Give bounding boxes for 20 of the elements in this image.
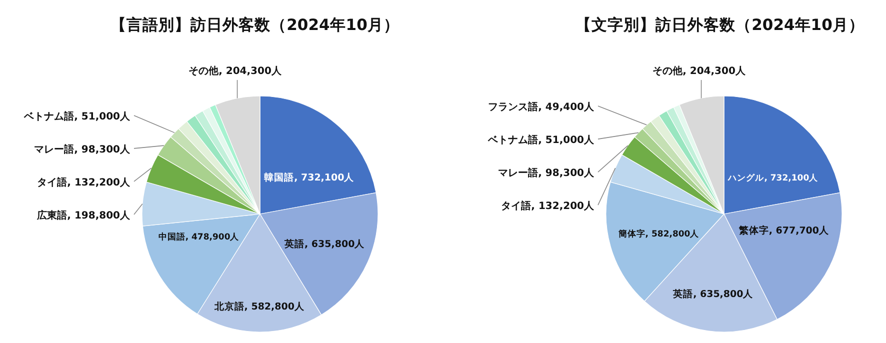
slice-label: ベトナム語, 51,000人 bbox=[23, 110, 131, 122]
slice-label: 簡体字, 582,800人 bbox=[617, 228, 700, 240]
slice-label: マレー語, 98,300人 bbox=[498, 167, 595, 180]
slice-label: ベトナム語, 51,000人 bbox=[487, 134, 595, 146]
slice-label: 英語, 635,800人 bbox=[672, 288, 754, 300]
slice-label: 韓国語, 732,100人 bbox=[264, 171, 356, 184]
slice-label: 繁体字, 677,700人 bbox=[738, 224, 830, 237]
slice-label: ハングル, 732,100人 bbox=[727, 172, 820, 184]
slice-label: フランス語, 49,400人 bbox=[488, 101, 595, 114]
slice-label: 北京語, 582,800人 bbox=[213, 300, 306, 312]
slice-label: その他, 204,300人 bbox=[652, 65, 746, 77]
slice-label: タイ語, 132,200人 bbox=[501, 200, 595, 212]
slice-label: 広東語, 198,800人 bbox=[36, 209, 131, 222]
slice-label: マレー語, 98,300人 bbox=[34, 143, 131, 156]
chart-title: 【言語別】訪日外客数（2024年10月） bbox=[110, 15, 400, 34]
slice-label: その他, 204,300人 bbox=[188, 65, 282, 77]
slice-label: タイ語, 132,200人 bbox=[37, 176, 131, 188]
chart-title: 【文字別】訪日外客数（2024年10月） bbox=[576, 15, 864, 34]
slice-label: 英語, 635,800人 bbox=[284, 238, 366, 250]
slice-label: 中国語, 478,900人 bbox=[158, 232, 240, 243]
